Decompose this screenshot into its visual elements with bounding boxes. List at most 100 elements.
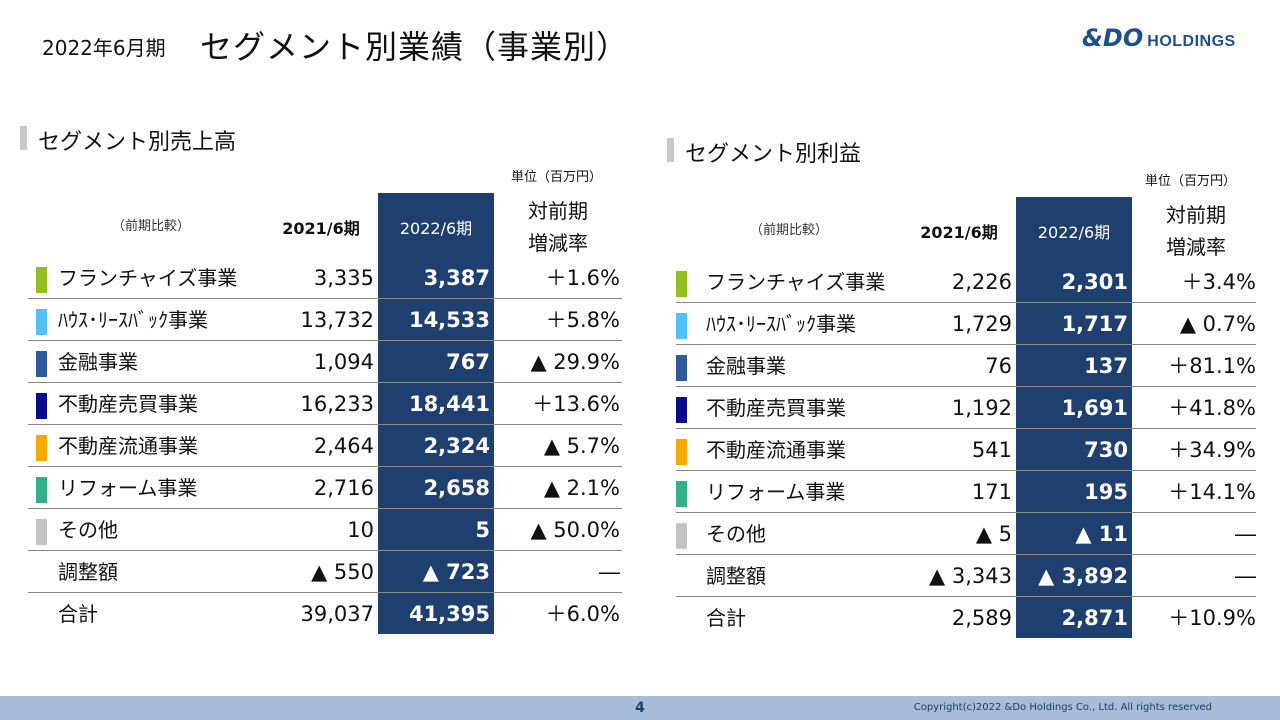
- sales-table: （前期比較） 2021/6期 2022/6期 対前期 増減率 フランチャイズ事業…: [28, 193, 622, 634]
- current-year-value: 767: [446, 350, 490, 374]
- segment-label: 不動産流通事業: [706, 438, 846, 462]
- profit-row: 不動産流通事業 541 730 ＋34.9%: [676, 429, 1256, 471]
- current-year-value: ▲ 723: [422, 560, 490, 584]
- sales-row: フランチャイズ事業 3,335 3,387 ＋1.6%: [28, 257, 622, 299]
- copyright-text: Copyright(c)2022 &Do Holdings Co., Ltd. …: [913, 702, 1212, 713]
- row-divider: [28, 550, 622, 551]
- profit-table: （前期比較） 2021/6期 2022/6期 対前期 増減率 フランチャイズ事業…: [676, 197, 1256, 638]
- profit-row: ﾊｳｽ･ﾘｰｽﾊﾞｯｸ事業 1,729 1,717 ▲ 0.7%: [676, 303, 1256, 345]
- segment-label: 合計: [706, 606, 746, 630]
- company-logo: &DO HOLDINGS: [1082, 24, 1236, 52]
- segment-color-swatch: [676, 523, 687, 549]
- change-rate-value: ＋10.9%: [1168, 606, 1256, 630]
- row-divider: [28, 424, 622, 425]
- prev-year-value: 1,729: [951, 312, 1012, 336]
- prev-year-value: ▲ 3,343: [929, 564, 1012, 588]
- profit-change-header-line1: 対前期: [1166, 203, 1226, 227]
- profit-row: リフォーム事業 171 195 ＋14.1%: [676, 471, 1256, 513]
- sales-row: 不動産売買事業 16,233 18,441 ＋13.6%: [28, 383, 622, 425]
- row-divider: [676, 470, 1256, 471]
- segment-color-swatch: [36, 477, 47, 503]
- prev-year-value: ▲ 550: [311, 560, 374, 584]
- current-year-value: 18,441: [408, 392, 490, 416]
- profit-row: フランチャイズ事業 2,226 2,301 ＋3.4%: [676, 261, 1256, 303]
- change-rate-value: ▲ 2.1%: [543, 476, 620, 500]
- row-divider: [676, 386, 1256, 387]
- sales-compare-label: （前期比較）: [112, 219, 191, 234]
- change-rate-value: ▲ 0.7%: [1179, 312, 1256, 336]
- current-year-value: 730: [1084, 438, 1128, 462]
- segment-label: 不動産売買事業: [706, 396, 846, 420]
- profit-section-title: セグメント別利益: [667, 136, 861, 168]
- sales-section-title: セグメント別売上高: [20, 124, 236, 156]
- segment-color-swatch: [36, 435, 47, 461]
- prev-year-value: 1,192: [951, 396, 1012, 420]
- change-rate-value: ▲ 5.7%: [543, 434, 620, 458]
- segment-label: リフォーム事業: [58, 476, 198, 500]
- prev-year-value: 2,464: [313, 434, 374, 458]
- segment-label: ﾊｳｽ･ﾘｰｽﾊﾞｯｸ事業: [706, 312, 856, 336]
- current-year-value: 137: [1084, 354, 1128, 378]
- prev-year-value: 76: [985, 354, 1012, 378]
- current-year-value: 3,387: [423, 266, 490, 290]
- profit-unit-label: 単位（百万円）: [1145, 174, 1237, 189]
- footer-bar: 4 Copyright(c)2022 &Do Holdings Co., Ltd…: [0, 696, 1280, 720]
- segment-color-swatch: [676, 271, 687, 297]
- segment-label: フランチャイズ事業: [706, 270, 886, 294]
- segment-color-swatch: [36, 519, 47, 545]
- segment-color-swatch: [676, 397, 687, 423]
- sales-row: 合計 39,037 41,395 ＋6.0%: [28, 593, 622, 635]
- sales-row: ﾊｳｽ･ﾘｰｽﾊﾞｯｸ事業 13,732 14,533 ＋5.8%: [28, 299, 622, 341]
- row-divider: [28, 466, 622, 467]
- change-rate-value: ＋14.1%: [1168, 480, 1256, 504]
- profit-curr-header: 2022/6期: [1037, 223, 1111, 242]
- segment-label: その他: [58, 518, 118, 542]
- row-divider: [676, 428, 1256, 429]
- segment-label: その他: [706, 522, 766, 546]
- row-divider: [676, 554, 1256, 555]
- sales-row: その他 10 5 ▲ 50.0%: [28, 509, 622, 551]
- sales-change-header-line1: 対前期: [528, 199, 588, 223]
- segment-color-swatch: [676, 481, 687, 507]
- segment-label: 調整額: [58, 560, 118, 584]
- sales-change-header-line2: 増減率: [528, 231, 588, 255]
- current-year-value: 1,691: [1061, 396, 1128, 420]
- segment-color-swatch: [36, 267, 47, 293]
- prev-year-value: 39,037: [300, 602, 374, 626]
- current-year-value: ▲ 11: [1075, 522, 1128, 546]
- row-divider: [676, 302, 1256, 303]
- page-number: 4: [635, 700, 645, 716]
- sales-current-column-bg: [378, 193, 494, 634]
- prev-year-value: 2,716: [313, 476, 374, 500]
- current-year-value: 1,717: [1061, 312, 1128, 336]
- prev-year-value: 16,233: [300, 392, 374, 416]
- segment-color-swatch: [676, 355, 687, 381]
- sales-unit-label: 単位（百万円）: [511, 170, 603, 185]
- current-year-value: 5: [475, 518, 490, 542]
- profit-row: 調整額 ▲ 3,343 ▲ 3,892 ―: [676, 555, 1256, 597]
- sales-row: 不動産流通事業 2,464 2,324 ▲ 5.7%: [28, 425, 622, 467]
- prev-year-value: ▲ 5: [975, 522, 1012, 546]
- segment-color-swatch: [676, 439, 687, 465]
- segment-color-swatch: [36, 351, 47, 377]
- change-rate-value: ＋13.6%: [532, 392, 620, 416]
- row-divider: [28, 592, 622, 593]
- profit-row: 金融事業 76 137 ＋81.1%: [676, 345, 1256, 387]
- current-year-value: 2,658: [423, 476, 490, 500]
- sales-curr-header: 2022/6期: [399, 219, 473, 238]
- prev-year-value: 2,226: [951, 270, 1012, 294]
- profit-change-header: 対前期 増減率: [1146, 199, 1246, 263]
- change-rate-value: ＋34.9%: [1168, 438, 1256, 462]
- segment-label: 調整額: [706, 564, 766, 588]
- current-year-value: 195: [1084, 480, 1128, 504]
- change-rate-value: ＋81.1%: [1168, 354, 1256, 378]
- logo-word: HOLDINGS: [1147, 33, 1236, 50]
- sales-row: 金融事業 1,094 767 ▲ 29.9%: [28, 341, 622, 383]
- row-divider: [676, 596, 1256, 597]
- prev-year-value: 1,094: [313, 350, 374, 374]
- prev-year-value: 171: [971, 480, 1012, 504]
- change-rate-value: ―: [1235, 564, 1256, 588]
- prev-year-value: 2,589: [951, 606, 1012, 630]
- segment-label: 不動産流通事業: [58, 434, 198, 458]
- profit-current-column-bg: [1016, 197, 1132, 638]
